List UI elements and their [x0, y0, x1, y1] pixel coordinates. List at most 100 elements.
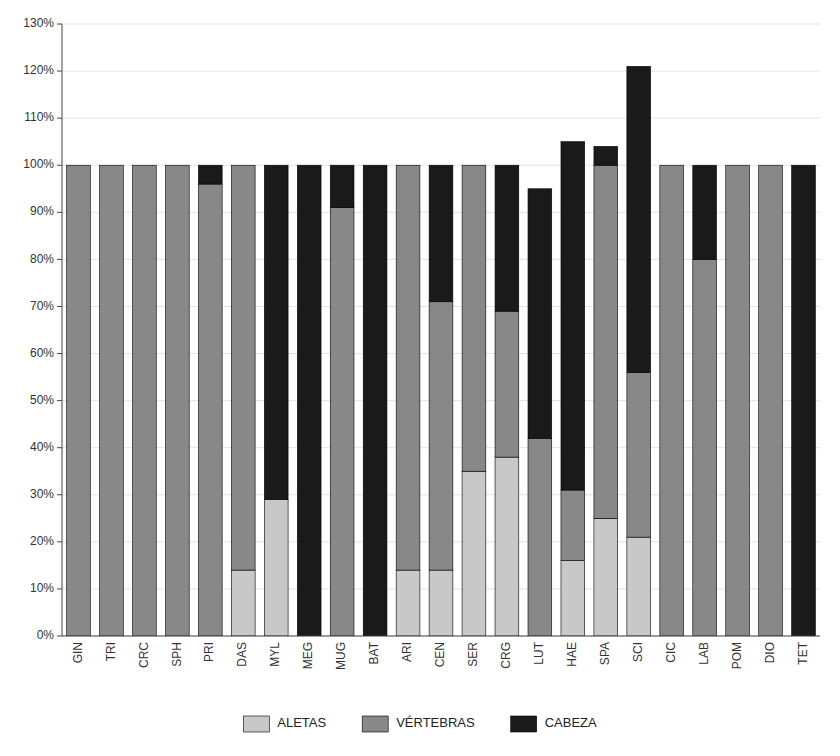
bar-segment: [627, 66, 651, 372]
bar-segment: [231, 165, 255, 166]
bar-segment: [363, 165, 387, 636]
y-tick-label: 90%: [30, 204, 54, 218]
bar-segment: [726, 165, 750, 166]
bar-segment: [561, 561, 585, 636]
bar-segment: [561, 142, 585, 490]
bar-segment: [627, 372, 651, 537]
bars: [67, 66, 816, 636]
y-tick: [57, 494, 62, 495]
bar-segment: [594, 165, 618, 518]
bar-segment: [100, 165, 124, 166]
grid-line: [62, 118, 820, 119]
bar-segment: [495, 311, 519, 457]
bar-segment: [693, 259, 717, 636]
bar-segment: [429, 302, 453, 570]
y-tick: [57, 71, 62, 72]
grid-line: [62, 71, 820, 72]
bar-segment: [462, 165, 486, 471]
legend-label: CABEZA: [545, 715, 597, 730]
y-tick-label: 110%: [24, 110, 54, 124]
bar-segment: [264, 499, 288, 636]
y-tick-label: 100%: [23, 157, 54, 171]
legend-swatch: [362, 716, 388, 732]
legend-label: ALETAS: [277, 715, 326, 730]
bar-segment: [297, 165, 321, 636]
y-tick: [57, 541, 62, 542]
x-tick-label: MUG: [334, 642, 348, 670]
y-tick: [57, 400, 62, 401]
y-tick-label: 20%: [30, 534, 54, 548]
y-axis-line: [62, 24, 63, 636]
y-tick: [57, 588, 62, 589]
x-tick-label: ARI: [400, 642, 414, 662]
x-tick-label: DIO: [763, 642, 777, 663]
bar-segment: [495, 165, 519, 311]
y-tick-label: 40%: [30, 440, 54, 454]
bar-segment: [165, 165, 189, 166]
x-tick-label: HAE: [565, 642, 579, 667]
legend-item: VÉRTEBRAS: [362, 715, 475, 732]
bar-segment: [792, 165, 816, 636]
bar-segment: [561, 490, 585, 561]
bar-segment: [462, 165, 486, 166]
bar-segment: [330, 208, 354, 636]
chart: 0%10%20%30%40%50%60%70%80%90%100%110%120…: [0, 0, 840, 756]
bar-segment: [759, 165, 783, 166]
y-tick-label: 30%: [30, 487, 54, 501]
bar-segment: [231, 570, 255, 636]
bar-segment: [429, 570, 453, 636]
x-tick-label: DAS: [235, 642, 249, 667]
bar-segment: [462, 471, 486, 636]
y-tick: [57, 447, 62, 448]
bar-segment: [133, 165, 157, 166]
y-tick: [57, 212, 62, 213]
x-tick-label: POM: [730, 642, 744, 669]
y-tick: [57, 165, 62, 166]
y-tick-label: 50%: [30, 393, 54, 407]
bar-segment: [660, 165, 684, 636]
y-tick: [57, 636, 62, 637]
legend: ALETAS VÉRTEBRAS CABEZA: [243, 715, 597, 732]
y-tick-label: 70%: [30, 299, 54, 313]
legend-item: ALETAS: [243, 715, 326, 732]
bar-segment: [495, 457, 519, 636]
bar-segment: [100, 165, 124, 636]
y-tick-label: 120%: [23, 63, 54, 77]
x-tick-label: GIN: [71, 642, 85, 663]
bar-segment: [231, 165, 255, 570]
y-tick-label: 0%: [37, 628, 55, 642]
x-tick-label: TET: [796, 641, 810, 664]
legend-swatch: [243, 716, 269, 732]
x-tick-label: LAB: [697, 642, 711, 665]
x-tick-label: CIC: [664, 642, 678, 663]
bar-segment: [133, 165, 157, 636]
bar-segment: [528, 438, 552, 636]
legend-swatch: [511, 716, 537, 732]
x-tick-label: CRC: [137, 642, 151, 668]
y-axis: 0%10%20%30%40%50%60%70%80%90%100%110%120…: [23, 16, 62, 642]
x-tick-label: SPA: [598, 642, 612, 665]
bar-segment: [165, 165, 189, 636]
bar-segment: [198, 184, 222, 636]
bar-segment: [67, 165, 91, 636]
bar-segment: [330, 165, 354, 207]
bar-segment: [627, 537, 651, 636]
x-tick-label: SPH: [170, 642, 184, 667]
bar-segment: [594, 146, 618, 165]
bar-segment: [396, 165, 420, 166]
legend-item: CABEZA: [511, 715, 597, 732]
bar-segment: [726, 165, 750, 636]
y-tick-label: 130%: [23, 16, 54, 30]
x-tick-label: BAT: [367, 641, 381, 664]
y-tick: [57, 353, 62, 354]
bar-segment: [67, 165, 91, 166]
bar-segment: [198, 165, 222, 184]
bar-segment: [264, 165, 288, 499]
bar-segment: [396, 570, 420, 636]
x-tick-label: SCI: [631, 642, 645, 662]
bar-segment: [528, 189, 552, 439]
legend-label: VÉRTEBRAS: [396, 715, 475, 730]
bar-segment: [660, 165, 684, 166]
x-tick-label: LUT: [532, 641, 546, 664]
y-tick-label: 80%: [30, 252, 54, 266]
